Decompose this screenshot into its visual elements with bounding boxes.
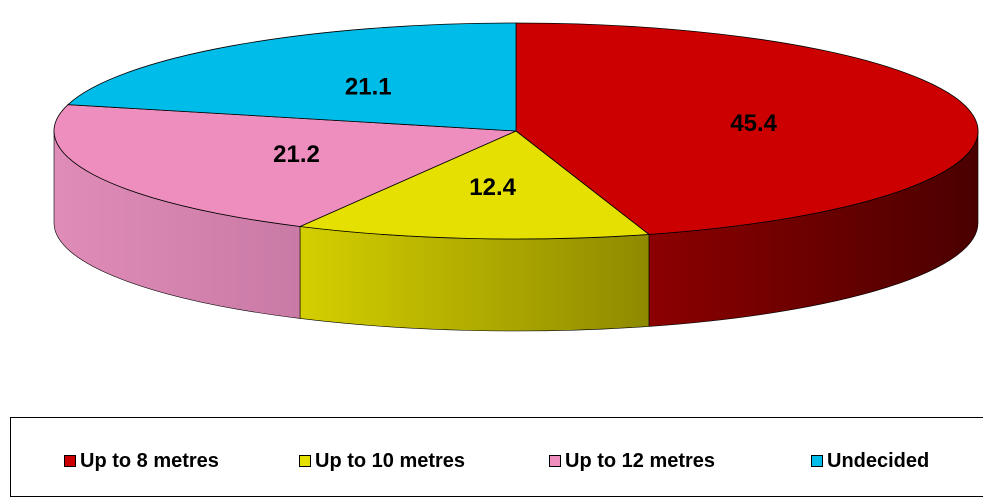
legend-item-up-to-8-metres: Up to 8 metres xyxy=(64,450,219,472)
legend-swatch-up-to-12-metres xyxy=(549,455,561,467)
pie-tops xyxy=(53,22,979,240)
legend-swatch-up-to-10-metres xyxy=(299,455,311,467)
pie-side-up-to-10-metres xyxy=(299,226,650,332)
pie-slice-up-to-12-metres xyxy=(53,104,517,227)
legend-item-up-to-10-metres: Up to 10 metres xyxy=(299,450,465,472)
legend-swatch-undecided xyxy=(811,455,823,467)
pie-slice-undecided xyxy=(66,22,517,132)
pie-sides xyxy=(53,130,979,332)
pie-chart-svg: 45.4 12.4 21.2 21.1 xyxy=(53,22,979,332)
pie-labels: 45.4 12.4 21.2 21.1 xyxy=(273,74,778,201)
data-label-up-to-10-metres: 12.4 xyxy=(469,174,516,201)
legend-item-up-to-12-metres: Up to 12 metres xyxy=(549,450,715,472)
legend-swatch-up-to-8-metres xyxy=(64,455,76,467)
legend-label-up-to-10-metres: Up to 10 metres xyxy=(315,449,466,472)
data-label-up-to-12-metres: 21.2 xyxy=(273,141,320,168)
legend-label-up-to-12-metres: Up to 12 metres xyxy=(565,449,716,472)
legend-label-up-to-8-metres: Up to 8 metres xyxy=(80,449,219,472)
legend-label-undecided: Undecided xyxy=(827,449,930,472)
pie-chart: 45.4 12.4 21.2 21.1 xyxy=(53,22,979,332)
chart-legend: Up to 8 metres Up to 10 metres Up to 12 … xyxy=(10,417,983,497)
data-label-undecided: 21.1 xyxy=(345,74,392,101)
pie-slice-up-to-10-metres xyxy=(298,130,651,240)
legend-item-undecided: Undecided xyxy=(811,450,929,472)
data-label-up-to-8-metres: 45.4 xyxy=(730,110,777,137)
pie-slice-up-to-8-metres xyxy=(515,22,979,235)
